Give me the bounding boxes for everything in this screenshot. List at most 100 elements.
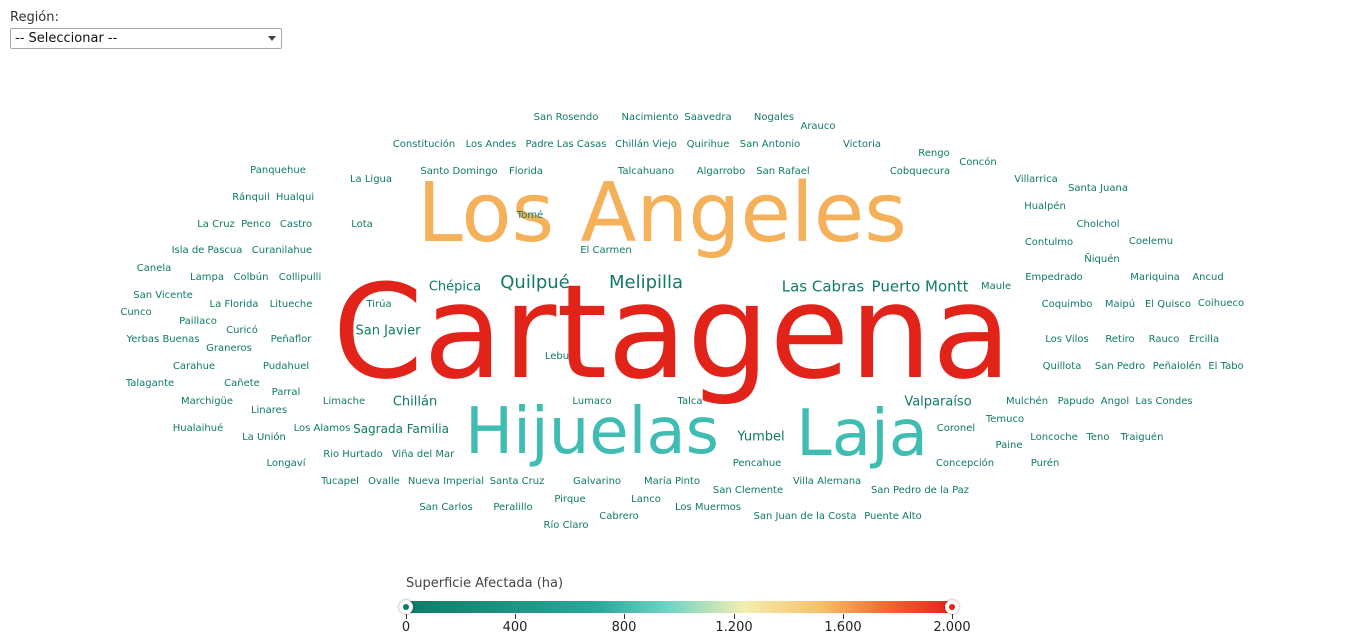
cloud-word[interactable]: San Rafael <box>756 166 810 177</box>
cloud-word[interactable]: San Javier <box>355 323 421 339</box>
cloud-word[interactable]: Papudo <box>1057 396 1095 407</box>
cloud-word[interactable]: San Rosendo <box>533 112 599 123</box>
cloud-word[interactable]: Pirque <box>554 494 586 505</box>
cloud-word[interactable]: Ránquil <box>232 192 270 203</box>
cloud-word[interactable]: Villarrica <box>1014 174 1058 185</box>
cloud-word[interactable]: San Juan de la Costa <box>753 511 857 522</box>
cloud-word[interactable]: San Antonio <box>739 139 801 150</box>
cloud-word[interactable]: Carahue <box>172 361 216 372</box>
range-max-handle[interactable] <box>945 600 959 614</box>
cloud-word[interactable]: Río Claro <box>543 520 589 531</box>
cloud-word[interactable]: San Carlos <box>419 502 473 513</box>
cloud-word[interactable]: Concón <box>959 157 997 168</box>
cloud-word[interactable]: Las Condes <box>1135 396 1193 407</box>
cloud-word[interactable]: Florida <box>508 166 544 177</box>
cloud-word[interactable]: Concepción <box>935 458 995 469</box>
cloud-word[interactable]: Rio Hurtado <box>323 449 383 460</box>
cloud-word[interactable]: Temuco <box>985 414 1025 425</box>
cloud-word[interactable]: Ovalle <box>368 476 400 487</box>
cloud-word[interactable]: Coelemu <box>1128 236 1174 247</box>
cloud-word[interactable]: Cunco <box>120 307 152 318</box>
cloud-word[interactable]: San Clemente <box>712 485 784 496</box>
cloud-word[interactable]: Los Vilos <box>1045 334 1089 345</box>
cloud-word[interactable]: Coquimbo <box>1041 299 1093 310</box>
cloud-word[interactable]: Lumaco <box>572 396 612 407</box>
cloud-word[interactable]: Pudahuel <box>262 361 310 372</box>
cloud-word[interactable]: María Pinto <box>644 476 700 487</box>
cloud-word[interactable]: Las Cabras <box>781 277 865 296</box>
cloud-word[interactable]: Contulmo <box>1024 237 1074 248</box>
cloud-word[interactable]: Quirihue <box>686 139 730 150</box>
cloud-word[interactable]: Nogales <box>753 112 795 123</box>
cloud-word[interactable]: Lanco <box>631 494 661 505</box>
cloud-word[interactable]: San Pedro <box>1094 361 1146 372</box>
cloud-word[interactable]: Ercilla <box>1188 334 1220 345</box>
cloud-word[interactable]: Panquehue <box>250 165 306 176</box>
cloud-word[interactable]: Isla de Pascua <box>171 245 243 256</box>
cloud-word[interactable]: Parral <box>271 387 301 398</box>
cloud-word[interactable]: Mulchén <box>1005 396 1049 407</box>
cloud-word[interactable]: Los Alamos <box>293 423 351 434</box>
cloud-word[interactable]: Pencahue <box>732 458 782 469</box>
cloud-word[interactable]: Curicó <box>226 325 258 336</box>
cloud-word[interactable]: Tomé <box>516 210 544 221</box>
cloud-word[interactable]: Lampa <box>190 272 224 283</box>
cloud-word[interactable]: Paine <box>995 440 1023 451</box>
cloud-word[interactable]: Santa Juana <box>1068 183 1128 194</box>
cloud-word[interactable]: Nacimiento <box>621 112 679 123</box>
cloud-word[interactable]: Peralillo <box>493 502 533 513</box>
cloud-word[interactable]: Teno <box>1086 432 1110 443</box>
cloud-word[interactable]: Colbún <box>233 272 269 283</box>
cloud-word[interactable]: Limache <box>322 396 366 407</box>
cloud-word[interactable]: Laja <box>796 397 928 471</box>
cloud-word[interactable]: Saavedra <box>684 112 732 123</box>
cloud-word[interactable]: Chillán Viejo <box>615 139 677 150</box>
cloud-word[interactable]: Retiro <box>1105 334 1135 345</box>
cloud-word[interactable]: San Pedro de la Paz <box>870 485 970 496</box>
cloud-word[interactable]: Hualaihué <box>172 423 224 434</box>
cloud-word[interactable]: Valparaíso <box>904 394 972 410</box>
cloud-word[interactable]: Quilpué <box>500 272 570 293</box>
cloud-word[interactable]: Coihueco <box>1197 298 1245 309</box>
cloud-word[interactable]: Los Andes <box>465 139 517 150</box>
cloud-word[interactable]: Maule <box>980 281 1012 292</box>
cloud-word[interactable]: Longaví <box>266 458 306 469</box>
cloud-word[interactable]: Lota <box>351 219 373 230</box>
cloud-word[interactable]: Canela <box>136 263 172 274</box>
cloud-word[interactable]: Peñaflor <box>270 334 312 345</box>
cloud-word[interactable]: Mariquina <box>1130 272 1180 283</box>
cloud-word[interactable]: Chépica <box>428 279 482 295</box>
cloud-word[interactable]: Yumbel <box>737 429 785 445</box>
cloud-word[interactable]: Cobquecura <box>889 166 951 177</box>
cloud-word[interactable]: Talcahuano <box>617 166 675 177</box>
cloud-word[interactable]: La Unión <box>242 432 286 443</box>
cloud-word[interactable]: Nueva Imperial <box>407 476 485 487</box>
cloud-word[interactable]: Ancud <box>1192 272 1224 283</box>
cloud-word[interactable]: Loncoche <box>1030 432 1078 443</box>
cloud-word[interactable]: Constitución <box>392 139 456 150</box>
cloud-word[interactable]: Linares <box>250 405 288 416</box>
cloud-word[interactable]: San Vicente <box>133 290 193 301</box>
cloud-word[interactable]: Empedrado <box>1025 272 1083 283</box>
cloud-word[interactable]: Traiguén <box>1120 432 1164 443</box>
cloud-word[interactable]: Castro <box>279 219 313 230</box>
cloud-word[interactable]: La Cruz <box>197 219 235 230</box>
cloud-word[interactable]: Tirúa <box>366 299 392 310</box>
region-select[interactable]: -- Seleccionar -- <box>10 28 282 49</box>
cloud-word[interactable]: Angol <box>1100 396 1130 407</box>
cloud-word[interactable]: Hijuelas <box>465 395 719 469</box>
cloud-word[interactable]: Marchigüe <box>180 396 234 407</box>
cloud-word[interactable]: Paillaco <box>179 316 217 327</box>
cloud-word[interactable]: El Carmen <box>580 245 632 256</box>
cloud-word[interactable]: Puente Alto <box>864 511 922 522</box>
cloud-word[interactable]: Quillota <box>1042 361 1082 372</box>
cloud-word[interactable]: Litueche <box>269 299 313 310</box>
cloud-word[interactable]: Melipilla <box>608 272 684 293</box>
cloud-word[interactable]: Chillán <box>392 394 438 410</box>
cloud-word[interactable]: Graneros <box>206 343 252 354</box>
cloud-word[interactable]: Santa Cruz <box>489 476 545 487</box>
cloud-word[interactable]: Sagrada Familia <box>353 422 449 436</box>
cloud-word[interactable]: Talagante <box>125 378 175 389</box>
cloud-word[interactable]: Peñalolén <box>1152 361 1202 372</box>
cloud-word[interactable]: Los Muermos <box>674 502 742 513</box>
